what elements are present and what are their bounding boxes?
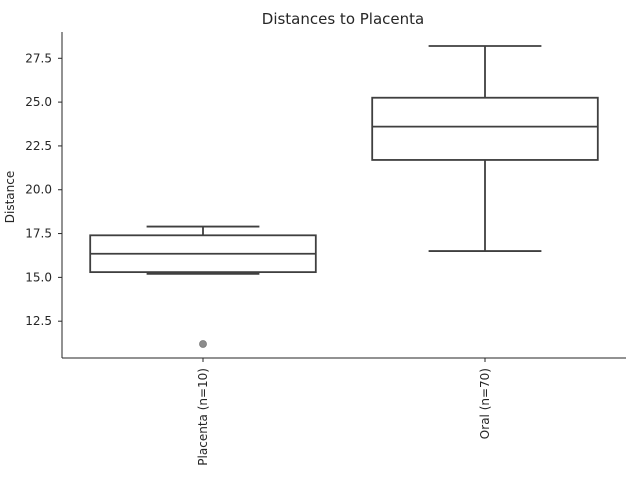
box-oral [371,96,599,161]
y-tick-label: 27.5 [25,51,52,65]
chart-title: Distances to Placenta [262,10,424,28]
x-tick-label: Placenta (n=10) [196,368,210,466]
y-axis-label: Distance [3,171,17,223]
y-tick-label: 17.5 [25,227,52,241]
y-tick-label: 15.0 [25,270,52,284]
x-tick-label: Oral (n=70) [478,368,492,439]
plot-area: 12.5 15.0 17.5 20.0 22.5 25.0 27.5 Placenta (n=… [25,45,599,466]
y-tick-label: 25.0 [25,95,52,109]
outlier-point [199,340,207,348]
y-tick-label: 12.5 [25,314,52,328]
y-tick-label: 20.0 [25,183,52,197]
y-tick-label: 22.5 [25,139,52,153]
